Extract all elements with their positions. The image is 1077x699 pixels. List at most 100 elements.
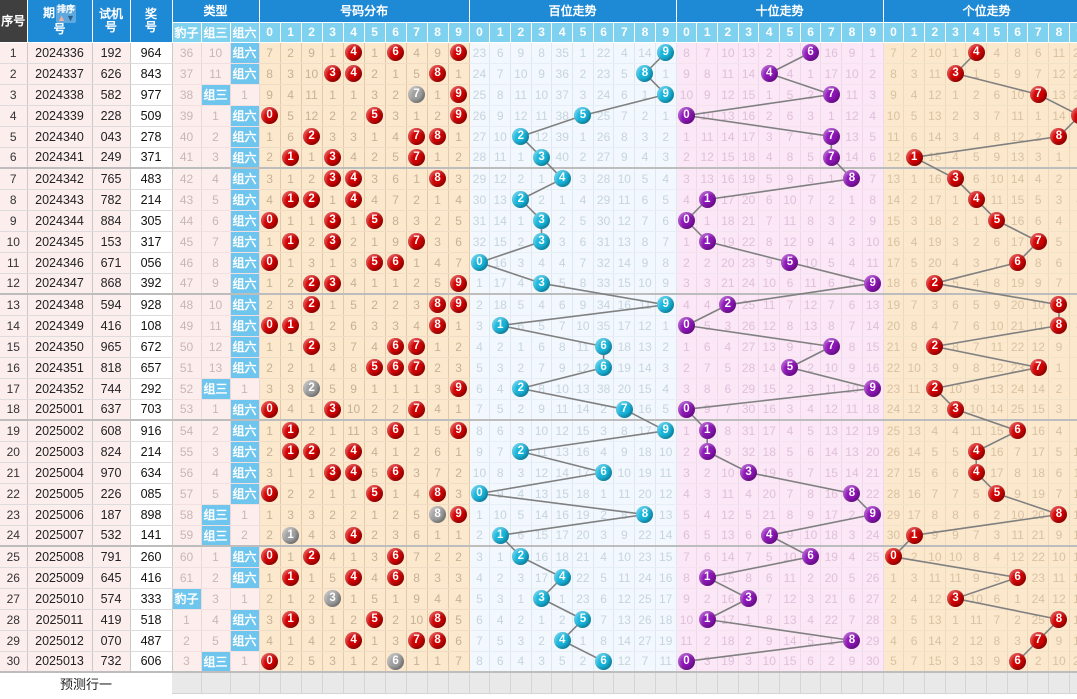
sort-asc-icon[interactable]: ▲ bbox=[57, 13, 66, 24]
hundreds-cell-1: 17 bbox=[489, 273, 512, 295]
row-type-zusan: 6 bbox=[201, 210, 231, 232]
units-cell-1: 13 bbox=[903, 420, 925, 442]
prediction-cell[interactable] bbox=[738, 672, 760, 694]
hundreds-cell-1: 1 bbox=[489, 315, 512, 337]
prediction-cell[interactable] bbox=[322, 672, 344, 694]
prediction-cell[interactable] bbox=[201, 672, 231, 694]
prediction-cell[interactable] bbox=[230, 672, 260, 694]
prediction-cell[interactable] bbox=[655, 672, 677, 694]
prediction-cell[interactable] bbox=[531, 672, 553, 694]
tens-ball: 4 bbox=[760, 526, 778, 544]
row-type-zuliu: 组六 bbox=[230, 126, 260, 148]
hundreds-cell-4: 35 bbox=[551, 42, 574, 64]
prediction-cell[interactable] bbox=[427, 672, 449, 694]
units-cell-8: 12 bbox=[1048, 63, 1070, 85]
tens-cell-8: 6 bbox=[841, 588, 863, 610]
prediction-cell[interactable] bbox=[965, 672, 988, 694]
prediction-cell[interactable] bbox=[862, 672, 884, 694]
hundreds-cell-7: 7 bbox=[613, 105, 636, 127]
units-cell-3: 9 bbox=[945, 525, 967, 547]
header-digit-2-5: 5 bbox=[779, 22, 801, 43]
prediction-cell[interactable] bbox=[1069, 672, 1077, 694]
hundreds-cell-4: 4 bbox=[551, 168, 574, 190]
prediction-cell[interactable] bbox=[343, 672, 365, 694]
prediction-cell[interactable] bbox=[259, 672, 281, 694]
dist-cell-7: 2 bbox=[406, 441, 428, 463]
hundreds-cell-8: 3 bbox=[634, 126, 656, 148]
prediction-cell[interactable] bbox=[986, 672, 1008, 694]
dist-cell-2: 4 bbox=[301, 525, 323, 547]
sort-desc-icon[interactable]: ▼ bbox=[66, 13, 75, 24]
header-issue[interactable]: 期排序 ▲▼ 号 bbox=[27, 0, 93, 43]
hundreds-cell-4: 3 bbox=[551, 231, 574, 253]
prediction-cell[interactable] bbox=[717, 672, 739, 694]
prediction-cell[interactable] bbox=[779, 672, 801, 694]
units-cell-5: 8 bbox=[986, 630, 1008, 652]
units-cell-4: 3 bbox=[965, 105, 988, 127]
tens-cell-9: 9 bbox=[862, 210, 884, 232]
dist-ball-hit: 8 bbox=[429, 632, 447, 649]
prediction-cell[interactable] bbox=[1007, 672, 1029, 694]
tens-cell-0: 3 bbox=[676, 462, 698, 484]
hundreds-cell-2: 1 bbox=[510, 210, 532, 232]
prediction-cell[interactable] bbox=[634, 672, 656, 694]
row-issue: 2025006 bbox=[27, 504, 93, 526]
dist-cell-4: 4 bbox=[343, 189, 365, 211]
prediction-cell[interactable] bbox=[676, 672, 698, 694]
prediction-cell[interactable] bbox=[593, 672, 615, 694]
tens-cell-7: 7 bbox=[820, 126, 843, 148]
tens-cell-1: 1 bbox=[696, 189, 718, 211]
hundreds-cell-3: 13 bbox=[531, 483, 553, 505]
row-issue: 2025009 bbox=[27, 567, 93, 589]
dist-cell-7: 1 bbox=[406, 105, 428, 127]
units-cell-5: 10 bbox=[986, 168, 1008, 190]
units-cell-3: 9 bbox=[945, 357, 967, 379]
prediction-cell[interactable] bbox=[1048, 672, 1070, 694]
units-cell-0: 25 bbox=[883, 420, 905, 442]
hundreds-cell-7: 10 bbox=[613, 168, 636, 190]
dist-cell-7: 1 bbox=[406, 420, 428, 442]
dist-ball-repeat: 2 bbox=[303, 380, 321, 397]
hundreds-cell-7: 13 bbox=[613, 231, 636, 253]
prediction-cell[interactable] bbox=[572, 672, 594, 694]
prediction-cell[interactable] bbox=[903, 672, 925, 694]
dist-cell-7: 3 bbox=[406, 210, 428, 232]
prediction-cell[interactable] bbox=[841, 672, 863, 694]
header-digit-2-2: 2 bbox=[717, 22, 739, 43]
row-testnum: 043 bbox=[92, 126, 131, 148]
sort-toggle[interactable]: 排序 ▲▼ bbox=[56, 4, 77, 24]
prediction-cell[interactable] bbox=[613, 672, 636, 694]
prediction-cell[interactable] bbox=[696, 672, 718, 694]
header-type-label: 类型 bbox=[203, 4, 228, 19]
hundreds-ball: 6 bbox=[595, 338, 613, 355]
prediction-cell[interactable] bbox=[172, 672, 202, 694]
prediction-cell[interactable] bbox=[406, 672, 428, 694]
hundreds-cell-5: 22 bbox=[572, 567, 594, 589]
prediction-cell[interactable] bbox=[945, 672, 967, 694]
dist-cell-2: 4 bbox=[301, 630, 323, 652]
prediction-cell[interactable] bbox=[489, 672, 512, 694]
prediction-cell[interactable] bbox=[469, 672, 491, 694]
prediction-cell[interactable] bbox=[448, 672, 470, 694]
prediction-cell[interactable] bbox=[758, 672, 781, 694]
prediction-cell[interactable] bbox=[510, 672, 532, 694]
units-ball: 5 bbox=[988, 212, 1006, 229]
prediction-cell[interactable] bbox=[385, 672, 407, 694]
prediction-cell[interactable] bbox=[364, 672, 386, 694]
row-testnum: 582 bbox=[92, 84, 131, 106]
prediction-cell[interactable] bbox=[280, 672, 302, 694]
row-prize: 214 bbox=[130, 189, 173, 211]
prediction-cell[interactable] bbox=[883, 672, 905, 694]
prediction-cell[interactable] bbox=[800, 672, 822, 694]
prediction-cell[interactable] bbox=[924, 672, 946, 694]
prediction-cell[interactable] bbox=[1027, 672, 1050, 694]
prediction-cell[interactable] bbox=[551, 672, 574, 694]
prediction-cell[interactable] bbox=[820, 672, 843, 694]
units-cell-9: 2 bbox=[1069, 273, 1077, 295]
tens-cell-6: 4 bbox=[800, 609, 822, 631]
hundreds-cell-1: 9 bbox=[489, 105, 512, 127]
hundreds-cell-0: 0 bbox=[469, 252, 491, 274]
dist-ball-hit: 8 bbox=[429, 170, 447, 188]
prediction-cell[interactable] bbox=[301, 672, 323, 694]
tens-cell-0: 2 bbox=[676, 147, 698, 169]
